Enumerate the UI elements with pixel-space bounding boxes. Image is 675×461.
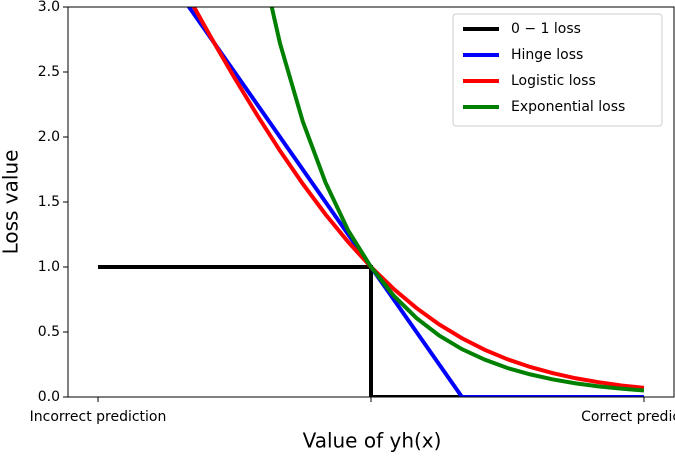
legend-box xyxy=(452,13,663,127)
plot-frame xyxy=(67,6,675,398)
y-tick-label: 1.0 xyxy=(38,259,60,275)
x-axis-label: Value of yh(x) xyxy=(303,429,442,453)
legend-label: Exponential loss xyxy=(511,99,625,115)
y-tick-label: 0.5 xyxy=(38,324,60,340)
y-tick-label: 0.0 xyxy=(38,389,60,405)
legend-label: Hinge loss xyxy=(511,47,583,63)
x-tick-label: Correct prediction xyxy=(581,409,675,425)
y-axis-label: Loss value xyxy=(0,150,23,255)
legend-label: Logistic loss xyxy=(511,73,596,89)
loss-line xyxy=(98,265,644,397)
y-tick-label: 1.5 xyxy=(38,194,60,210)
loss-line xyxy=(269,7,645,393)
y-tick-label: 2.0 xyxy=(38,129,60,145)
y-tick-label: 3.0 xyxy=(38,0,60,15)
plot-area xyxy=(98,7,645,397)
x-tick-label: Incorrect prediction xyxy=(30,409,167,425)
y-tick-label: 2.5 xyxy=(38,64,60,80)
legend-label: 0 − 1 loss xyxy=(511,21,581,37)
